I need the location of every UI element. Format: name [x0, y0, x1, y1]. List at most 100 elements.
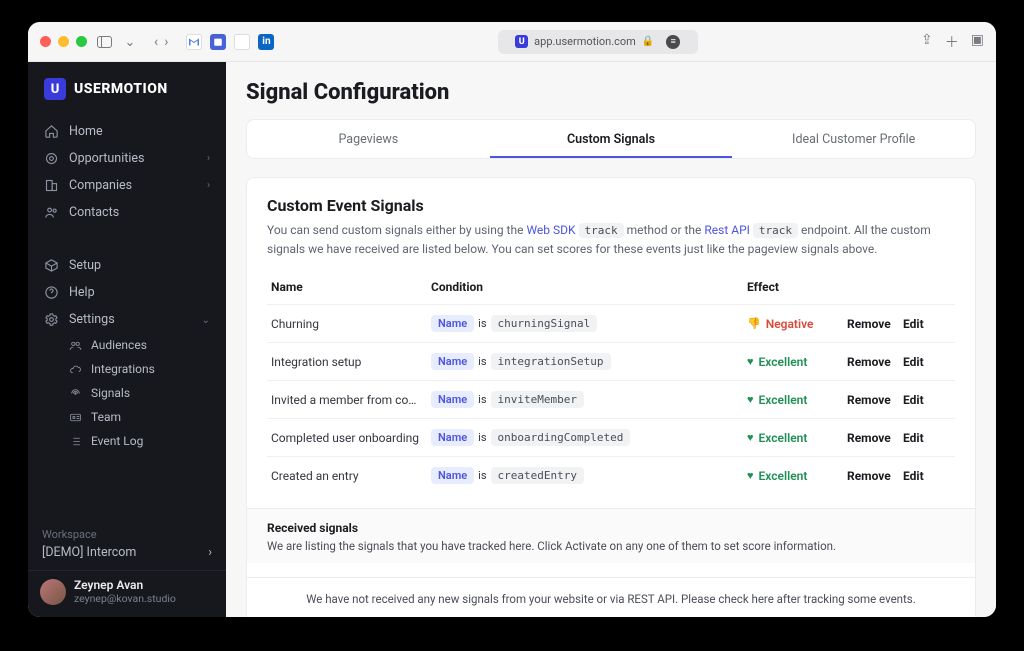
remove-button[interactable]: Remove [847, 431, 891, 445]
tab-label: Custom Signals [567, 132, 655, 147]
slack-icon[interactable]: ⌗ [234, 34, 250, 50]
name-pill: Name [431, 353, 474, 370]
section-description: You can send custom signals either by us… [267, 221, 955, 258]
primary-nav: Home Opportunities › Companies › Contact… [28, 114, 226, 230]
edit-button[interactable]: Edit [903, 431, 924, 445]
sidebar-item-label: Signals [91, 386, 130, 400]
name-pill: Name [431, 429, 474, 446]
edit-button[interactable]: Edit [903, 393, 924, 407]
sidebar-item-label: Settings [69, 312, 115, 327]
tabs: Pageviews Custom Signals Ideal Customer … [246, 119, 976, 159]
is-text: is [478, 469, 486, 482]
chevron-down-icon[interactable]: ⌄ [122, 35, 138, 51]
sidebar-item-home[interactable]: Home [34, 118, 220, 145]
edit-button[interactable]: Edit [903, 317, 924, 331]
effect-label: Negative [766, 317, 814, 331]
sidebar-subitem-team[interactable]: Team [64, 405, 220, 429]
is-text: is [478, 431, 486, 444]
sidebar-item-setup[interactable]: Setup [34, 252, 220, 279]
minimize-window-button[interactable] [58, 36, 69, 47]
toolbar-left: ⌄ ‹ › ⌗ in [97, 34, 274, 50]
event-pill: integrationSetup [491, 353, 611, 370]
workspace-name: [DEMO] Intercom [42, 545, 136, 560]
signals-table: Name Condition Effect ChurningNameischur… [267, 272, 955, 494]
thumbs-down-icon: 👎 [747, 317, 761, 330]
signal-effect: ♥Excellent [743, 419, 843, 457]
signal-effect: ♥Excellent [743, 343, 843, 381]
gear-icon [44, 312, 59, 327]
url-bar[interactable]: U app.usermotion.com 🔒 ≡ [498, 30, 698, 54]
event-pill: inviteMember [491, 391, 584, 408]
signal-effect: ♥Excellent [743, 381, 843, 419]
track-method-pill: track [579, 223, 624, 238]
web-sdk-link[interactable]: Web SDK [526, 223, 575, 237]
remove-button[interactable]: Remove [847, 393, 891, 407]
audience-icon [68, 339, 83, 352]
tab-label: Pageviews [338, 132, 398, 147]
sidebar-subitem-audiences[interactable]: Audiences [64, 333, 220, 357]
workspace-switcher[interactable]: [DEMO] Intercom › [42, 541, 212, 570]
edit-button[interactable]: Edit [903, 355, 924, 369]
forward-button[interactable]: › [164, 34, 168, 50]
workspace-label: Workspace [42, 528, 212, 541]
sidebar-item-help[interactable]: Help [34, 279, 220, 306]
browser-chrome: ⌄ ‹ › ⌗ in U app.usermotion.com [28, 22, 996, 62]
signal-condition: NameischurningSignal [427, 305, 743, 343]
close-window-button[interactable] [40, 36, 51, 47]
calendar-icon[interactable] [210, 34, 226, 50]
sidebar-item-opportunities[interactable]: Opportunities › [34, 145, 220, 172]
sidebar-toggle-icon[interactable] [97, 36, 112, 48]
user-menu[interactable]: Zeynep Avan zeynep@kovan.studio [28, 570, 226, 617]
chevron-down-icon: ⌄ [202, 315, 210, 326]
target-icon [44, 151, 59, 166]
box-icon [44, 258, 59, 273]
sidebar-subitem-integrations[interactable]: Integrations [64, 357, 220, 381]
tab-label: Ideal Customer Profile [792, 132, 915, 147]
heart-icon: ♥ [747, 393, 754, 406]
remove-button[interactable]: Remove [847, 317, 891, 331]
cloud-icon [68, 363, 83, 376]
track-endpoint-pill: track [753, 223, 798, 238]
is-text: is [478, 317, 486, 330]
sidebar-item-label: Home [69, 124, 103, 139]
workspace-section: Workspace [DEMO] Intercom › [28, 520, 226, 570]
event-pill: churningSignal [491, 315, 598, 332]
reader-icon[interactable]: ≡ [666, 35, 680, 49]
heart-icon: ♥ [747, 355, 754, 368]
heart-icon: ♥ [747, 431, 754, 444]
table-row: Completed user onboardingNameisonboardin… [267, 419, 955, 457]
signal-condition: NameisonboardingCompleted [427, 419, 743, 457]
custom-signals-panel: Custom Event Signals You can send custom… [246, 177, 976, 617]
sidebar-item-contacts[interactable]: Contacts [34, 199, 220, 226]
chevron-right-icon: › [207, 153, 210, 164]
sidebar-item-label: Team [91, 410, 121, 424]
column-name-header: Name [267, 272, 427, 305]
back-button[interactable]: ‹ [154, 34, 158, 50]
new-tab-icon[interactable]: ＋ [945, 32, 959, 52]
desc-text: method or the [627, 223, 705, 237]
tab-custom-signals[interactable]: Custom Signals [490, 120, 733, 158]
share-icon[interactable]: ⇪ [921, 32, 933, 52]
sidebar-subitem-signals[interactable]: Signals [64, 381, 220, 405]
site-favicon-icon: U [515, 35, 528, 48]
sidebar-subitem-event-log[interactable]: Event Log [64, 429, 220, 453]
fullscreen-window-button[interactable] [76, 36, 87, 47]
sidebar-item-companies[interactable]: Companies › [34, 172, 220, 199]
remove-button[interactable]: Remove [847, 355, 891, 369]
tab-ideal-customer-profile[interactable]: Ideal Customer Profile [732, 120, 975, 158]
remove-button[interactable]: Remove [847, 469, 891, 483]
table-row: ChurningNameischurningSignal👎NegativeRem… [267, 305, 955, 343]
logo[interactable]: U USERMOTION [28, 62, 226, 114]
id-icon [68, 411, 83, 424]
edit-button[interactable]: Edit [903, 469, 924, 483]
url-text: app.usermotion.com [534, 35, 636, 48]
table-row: Invited a member from comp…NameisinviteM… [267, 381, 955, 419]
app-body: U USERMOTION Home Opportunities › Compan… [28, 62, 996, 617]
gmail-icon[interactable] [186, 34, 202, 50]
linkedin-icon[interactable]: in [258, 34, 274, 50]
app-window: ⌄ ‹ › ⌗ in U app.usermotion.com [28, 22, 996, 617]
sidebar-item-settings[interactable]: Settings ⌄ [34, 306, 220, 333]
tabs-overview-icon[interactable]: ▣ [971, 32, 984, 52]
rest-api-link[interactable]: Rest API [704, 223, 750, 237]
tab-pageviews[interactable]: Pageviews [247, 120, 490, 158]
